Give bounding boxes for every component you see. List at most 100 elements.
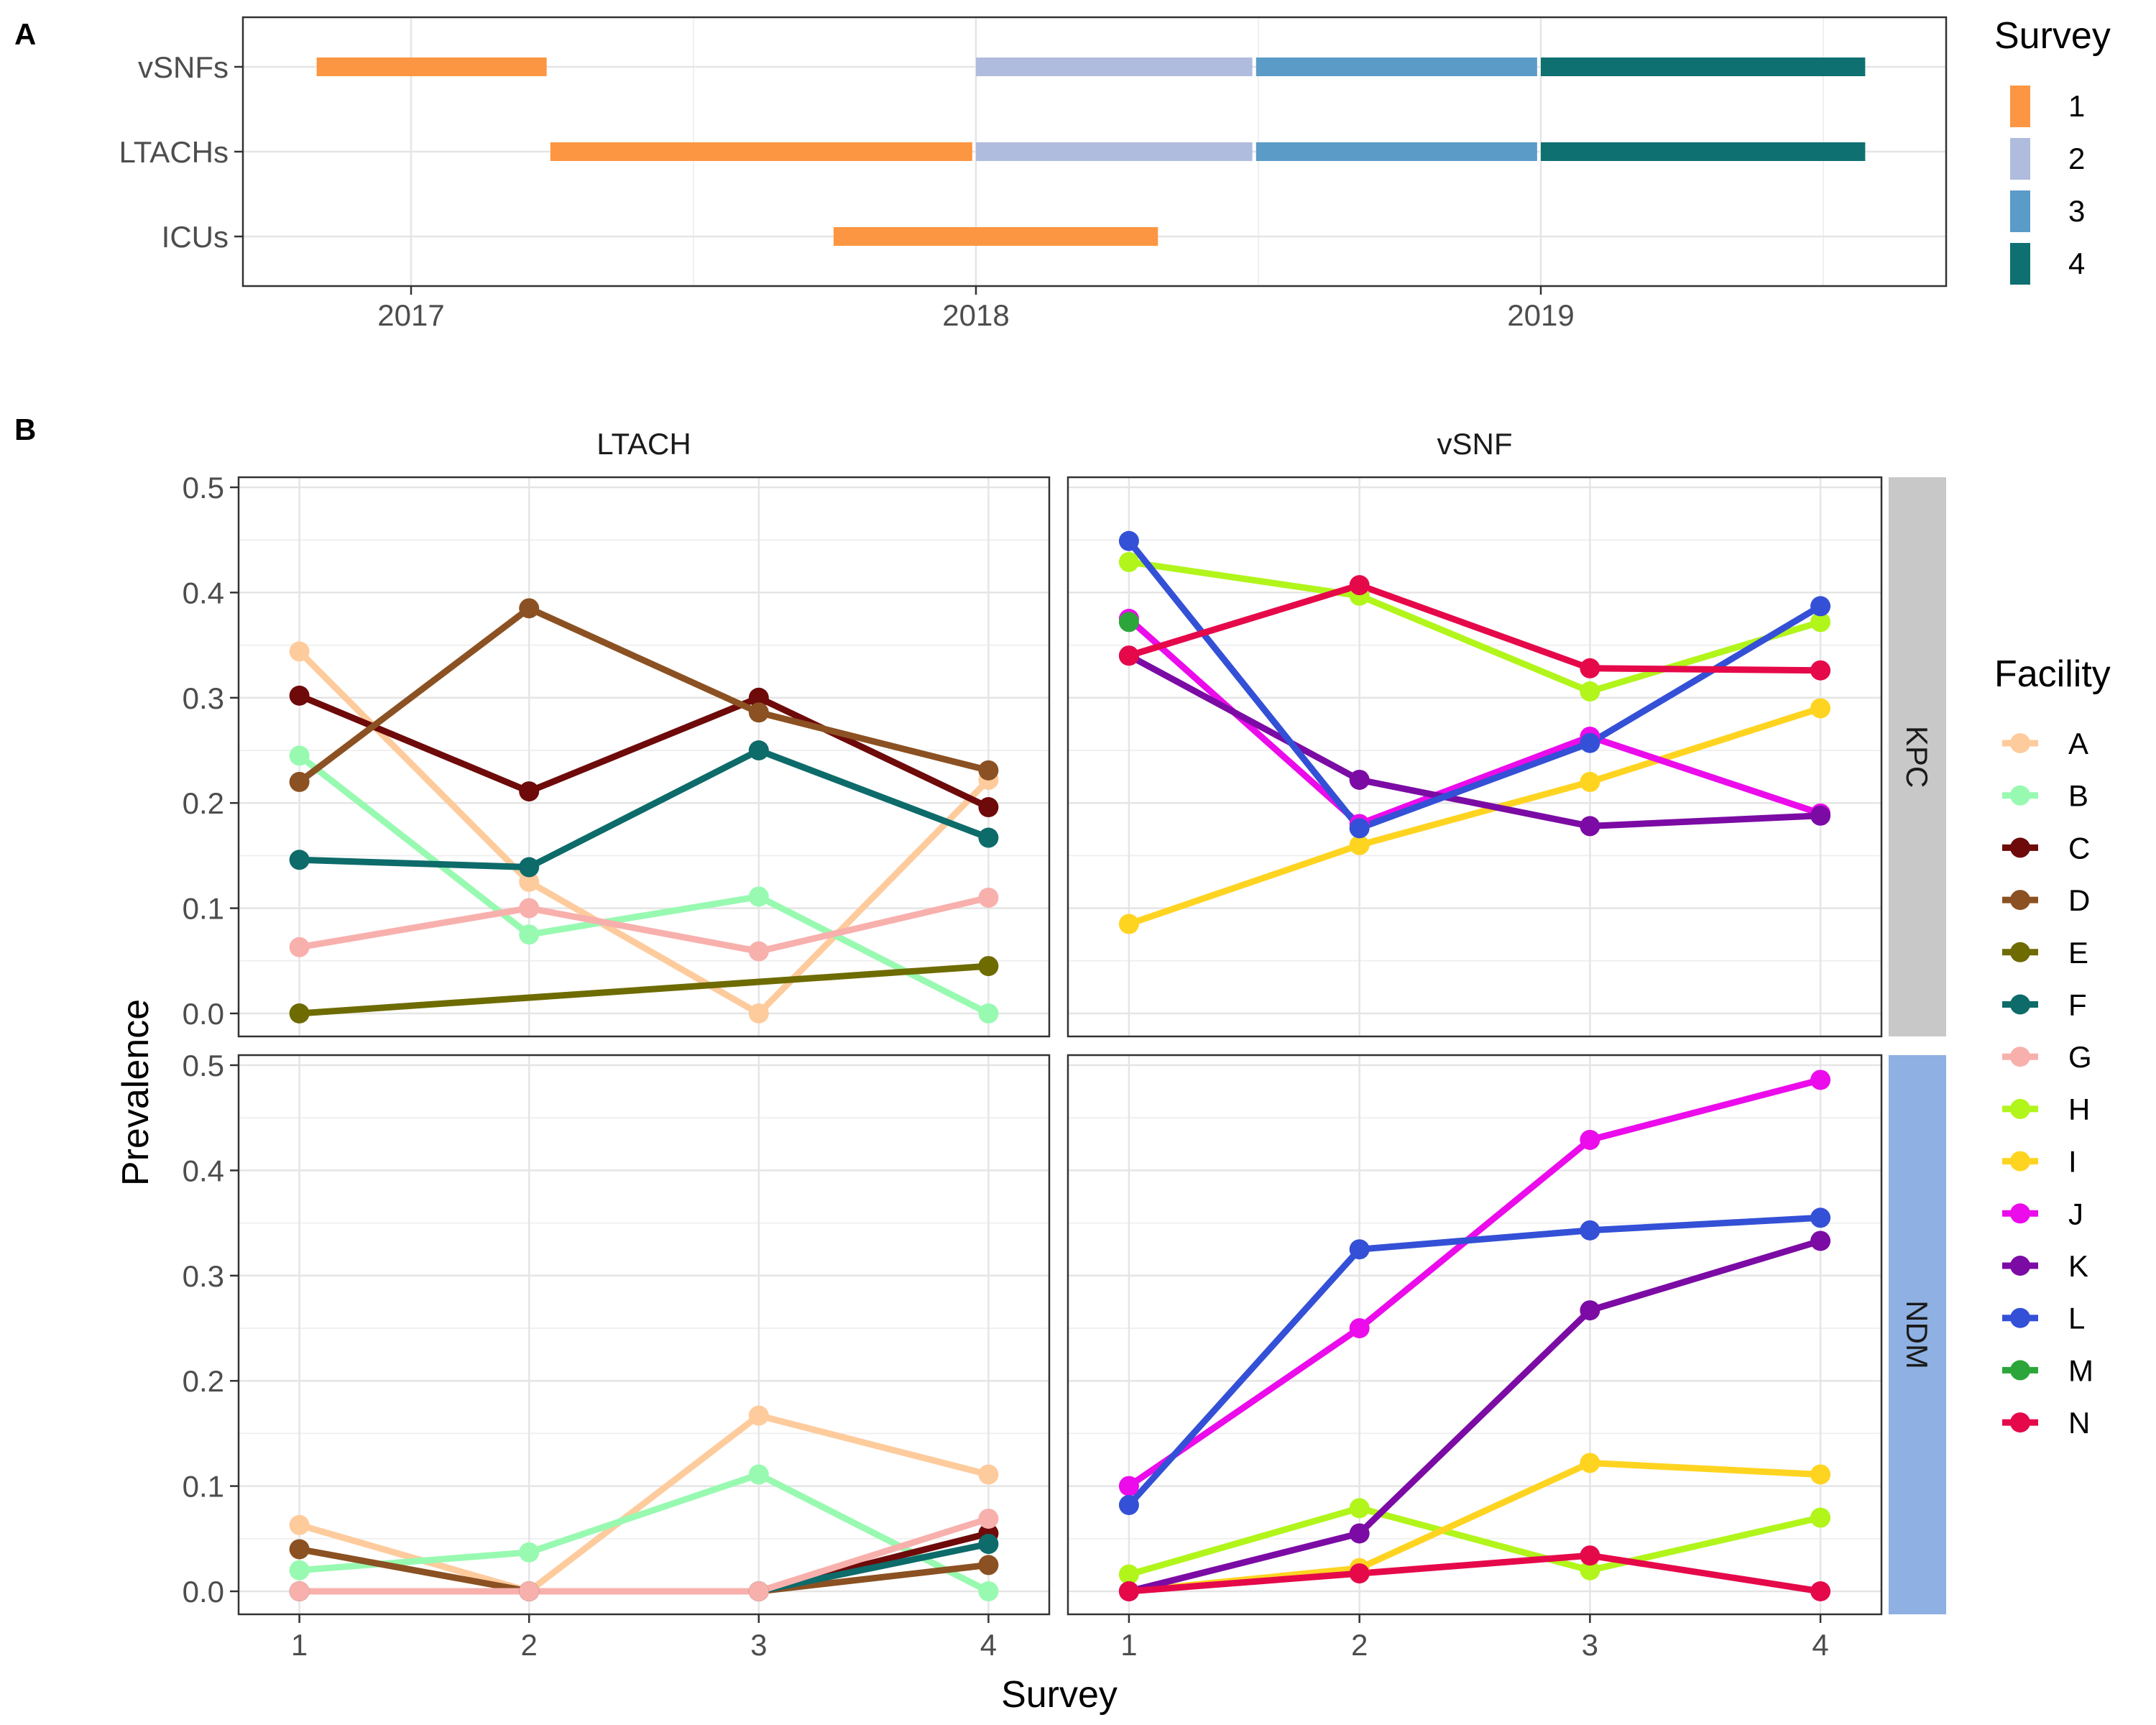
timeline-bar-vsnfs-survey-1 (316, 58, 547, 76)
facet-plot-area (1068, 477, 1881, 1036)
series-point-l (1580, 1220, 1600, 1241)
series-point-n (1349, 575, 1370, 596)
facility-legend-point-f (2010, 994, 2030, 1015)
series-line-g (296, 894, 992, 955)
series-point-i (1580, 771, 1600, 792)
series-point-g (289, 1581, 310, 1601)
timeline-bar-ltachs-survey-1 (550, 142, 972, 161)
series-line-j (1125, 615, 1824, 827)
y-axis-label: Prevalence (115, 999, 157, 1186)
series-line-k (1125, 652, 1824, 829)
series-point-c (978, 797, 999, 818)
facility-legend-point-c (2010, 837, 2030, 858)
timeline-bar-ltachs-survey-2 (976, 142, 1253, 161)
series-point-b (519, 1542, 540, 1563)
survey-legend-label-1: 1 (2068, 89, 2085, 123)
facet-ndm-vsnf (1067, 1054, 1883, 1616)
timeline-bar-vsnfs-survey-4 (1541, 58, 1866, 76)
panel-label-a: A (14, 17, 36, 51)
timeline-bar-vsnfs-survey-3 (1256, 58, 1537, 76)
series-point-a (289, 1514, 310, 1535)
facility-legend-point-j (2010, 1203, 2030, 1224)
series-line-d (296, 604, 992, 786)
series-point-f (978, 827, 999, 848)
survey-legend-title: Survey (1994, 15, 2111, 57)
facility-legend-label-c: C (2068, 831, 2090, 865)
y-axis-tick-label: 0.1 (183, 892, 224, 926)
survey-legend: Survey 1 2 3 4 (1994, 15, 2111, 285)
facility-legend-label-i: I (2068, 1145, 2077, 1179)
survey-legend-label-4: 4 (2068, 247, 2085, 280)
series-point-i (1580, 1453, 1600, 1473)
y-axis-tick-label: 0.4 (183, 1154, 224, 1187)
series-point-a (519, 872, 540, 892)
series-point-n (1810, 1581, 1831, 1601)
survey-legend-label-3: 3 (2068, 194, 2085, 228)
y-axis-tick-label: 0.3 (183, 1259, 224, 1293)
timeline-y-tick-label: vSNFs (138, 50, 229, 84)
facility-legend-point-e (2010, 942, 2030, 962)
series-point-a (978, 1464, 999, 1485)
facet-ndm-ltach (237, 1054, 1051, 1616)
facet-row-strip-kpc (1889, 477, 1946, 1036)
series-point-l (1118, 1494, 1139, 1515)
series-point-d (519, 598, 540, 619)
y-axis-tick-label: 0.2 (183, 1364, 224, 1398)
series-point-n (1810, 660, 1831, 681)
series-point-j (1349, 1318, 1370, 1338)
series-point-j (1810, 1070, 1831, 1090)
y-axis-tick-label: 0.0 (183, 997, 224, 1031)
series-point-b (289, 1560, 310, 1581)
series-point-h (1118, 551, 1139, 572)
x-axis-tick-label: 1 (1120, 1628, 1137, 1662)
facility-legend-label-d: D (2068, 883, 2090, 917)
x-axis-tick-label: 1 (291, 1628, 308, 1662)
series-line-h (1125, 558, 1824, 695)
x-axis-tick-label: 4 (980, 1628, 997, 1662)
survey-legend-key-3 (2010, 190, 2030, 232)
survey-legend-label-2: 2 (2068, 142, 2085, 175)
series-point-g (978, 1508, 999, 1529)
series-point-d (289, 771, 310, 792)
series-point-b (978, 1003, 999, 1024)
series-point-n (1349, 1563, 1370, 1584)
facet-row-label-kpc: KPC (1900, 726, 1934, 788)
series-line-i (1125, 704, 1824, 928)
series-point-l (1118, 530, 1139, 551)
facility-legend-point-d (2010, 890, 2030, 911)
facet-plot-area (239, 477, 1049, 1036)
series-point-k (1580, 816, 1600, 837)
series-point-b (289, 745, 310, 766)
series-line-l (1125, 538, 1824, 832)
survey-legend-key-1 (2010, 86, 2030, 127)
series-point-g (748, 941, 769, 962)
series-point-l (1349, 1239, 1370, 1260)
series-point-h (1810, 612, 1831, 632)
series-point-d (748, 702, 769, 723)
series-point-f (519, 857, 540, 878)
series-line-a (296, 648, 992, 1017)
series-point-k (1580, 1300, 1600, 1321)
series-line-k (1125, 1238, 1824, 1595)
series-point-c (289, 685, 310, 706)
series-point-a (289, 641, 310, 662)
series-line-c (296, 692, 992, 811)
series-point-l (1349, 818, 1370, 839)
series-point-e (978, 956, 999, 977)
series-point-g (289, 937, 310, 957)
series-point-h (1580, 681, 1600, 702)
series-point-l (1580, 732, 1600, 753)
series-point-m (1118, 612, 1139, 632)
facility-legend-point-h (2010, 1098, 2030, 1119)
timeline-bar-ltachs-survey-4 (1541, 142, 1866, 161)
facet-row-label-ndm: NDM (1900, 1300, 1934, 1369)
series-point-d (289, 1539, 310, 1560)
facility-legend-label-a: A (2068, 727, 2088, 760)
facility-legend-label-k: K (2068, 1249, 2088, 1283)
series-point-n (1118, 645, 1139, 666)
series-point-j (1118, 1476, 1139, 1496)
series-point-h (1349, 1498, 1370, 1519)
facility-legend-point-m (2010, 1360, 2030, 1381)
series-line-b (296, 1471, 992, 1595)
